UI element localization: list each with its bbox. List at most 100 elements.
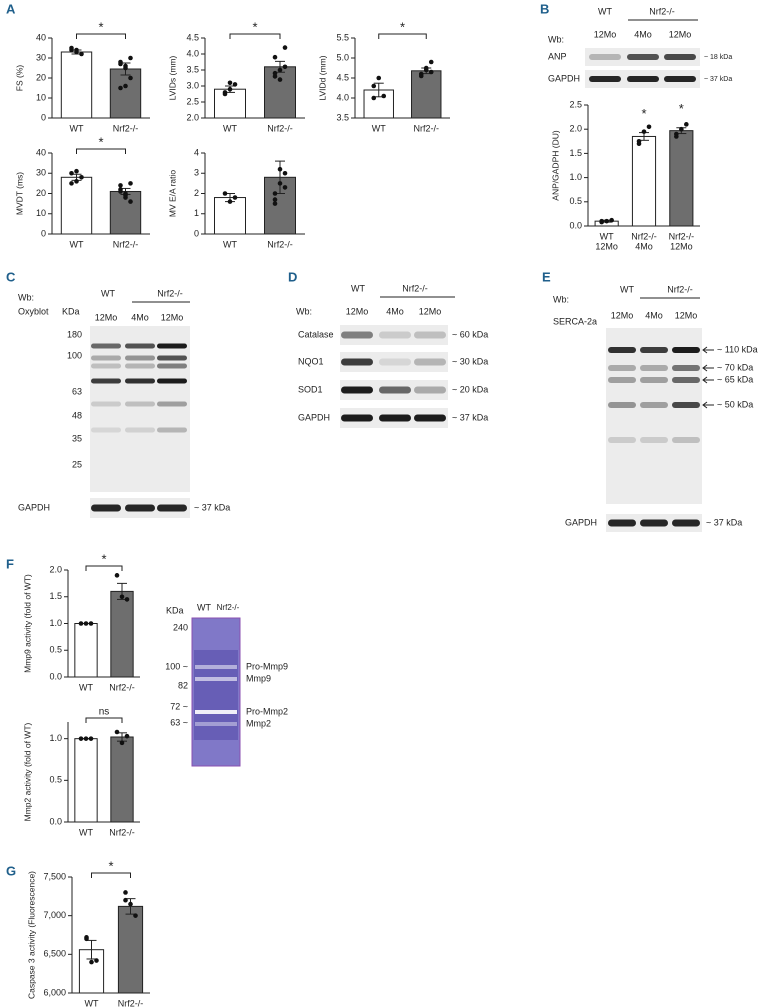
panel-label: B: [540, 1, 549, 16]
significance-bracket: [85, 565, 123, 571]
group-label: Nrf2-/-: [649, 6, 675, 16]
y-tick-label: 10: [36, 92, 46, 102]
y-tick-label: 1.5: [49, 591, 62, 601]
data-point: [118, 183, 123, 188]
data-point: [124, 733, 130, 739]
x-tick-label: Nrf2-/-: [267, 123, 293, 133]
gel-band: [195, 665, 237, 669]
significance-bracket: [85, 717, 123, 723]
data-point: [277, 77, 283, 82]
significance: *: [108, 858, 113, 873]
bar: [264, 66, 296, 119]
group-label: Nrf2-/-: [667, 284, 693, 294]
significance: *: [679, 101, 684, 116]
marker-label: 63: [72, 386, 82, 396]
blot-band: [91, 504, 121, 512]
kda-label: KDa: [166, 605, 184, 615]
blot-band: [640, 377, 668, 383]
blot-band: [664, 76, 696, 82]
data-point: [118, 85, 123, 91]
bar: [117, 905, 144, 994]
data-point: [272, 70, 278, 76]
data-point: [79, 175, 84, 180]
data-point: [69, 170, 74, 176]
significance-bracket: [378, 33, 427, 39]
significance: *: [252, 19, 257, 34]
blot-band: [414, 331, 446, 339]
y-tick-label: 4.0: [186, 48, 199, 58]
panel-label: E: [542, 269, 551, 284]
gel-smear: [194, 650, 238, 740]
group-label: Nrf2-/-: [402, 283, 428, 293]
x-tick-label: WT: [79, 827, 93, 837]
wb-label: Wb:: [18, 292, 34, 302]
y-tick-label: 0: [194, 228, 199, 238]
blot-band: [125, 427, 155, 433]
data-point: [227, 80, 233, 86]
y-tick-label: 0.5: [569, 196, 582, 206]
blot-band: [341, 386, 373, 394]
wb-label: Wb:: [296, 306, 312, 316]
marker-label: 63 ~: [170, 717, 188, 727]
panel-label: G: [6, 863, 16, 878]
data-point: [272, 54, 278, 60]
data-point: [123, 897, 128, 903]
data-point: [88, 736, 94, 741]
data-point: [428, 59, 434, 65]
data-point: [119, 594, 125, 600]
panel-label: A: [6, 1, 16, 16]
x-tick-label: WT: [223, 239, 237, 249]
marker-label: 82: [178, 680, 188, 690]
data-point: [128, 181, 133, 186]
bar: [110, 736, 134, 823]
size-label: ~ 18 kDa: [704, 54, 732, 61]
y-axis-label: Mmp2 activity (fold of WT): [22, 722, 32, 821]
y-tick-label: 0.0: [569, 220, 582, 230]
lane-label: 4Mo: [386, 306, 404, 316]
y-axis-label: ANP/GADPH (DU): [550, 130, 560, 201]
blot-band: [672, 365, 700, 371]
y-tick-label: 40: [36, 32, 46, 42]
size-label: ~ 37 kDa: [706, 517, 742, 527]
blot-band: [379, 331, 411, 339]
blot-background: [606, 328, 702, 504]
significance: ns: [99, 707, 110, 718]
y-tick-label: 1.0: [569, 172, 582, 182]
row-label: ANP: [548, 51, 567, 61]
band-label: Mmp9: [246, 673, 271, 683]
bar: [411, 70, 442, 119]
x-tick-label: Nrf2-/-: [414, 123, 440, 133]
data-point: [128, 55, 133, 61]
wb-label: Wb:: [553, 294, 569, 304]
data-point: [118, 59, 123, 65]
lane-label: 12Mo: [594, 29, 617, 39]
data-point: [79, 51, 84, 57]
data-point: [222, 191, 228, 196]
data-point: [272, 191, 278, 196]
data-point: [78, 736, 84, 741]
y-tick-label: 2.0: [186, 112, 199, 122]
blot-band: [157, 363, 187, 369]
blot-band: [414, 386, 446, 394]
data-point: [371, 95, 377, 101]
y-tick-label: 2.5: [569, 99, 582, 109]
arrow: [702, 364, 714, 372]
blot-band: [157, 355, 187, 361]
y-tick-label: 1: [194, 208, 199, 218]
x-tick-label: WT: [372, 123, 386, 133]
data-point: [123, 65, 128, 71]
marker-label: 35: [72, 433, 82, 443]
data-point: [133, 913, 138, 918]
blot-band: [91, 401, 121, 407]
x-tick-label: WT: [79, 682, 93, 692]
row-label: GAPDH: [565, 517, 597, 527]
significance: *: [400, 19, 405, 34]
marker-label: 100 ~: [165, 661, 188, 671]
data-point: [423, 65, 429, 71]
y-tick-label: 0: [41, 112, 46, 122]
data-point: [232, 82, 238, 87]
bar: [669, 130, 694, 227]
data-point: [123, 83, 128, 89]
data-point: [232, 195, 238, 200]
blot-band: [672, 437, 700, 443]
